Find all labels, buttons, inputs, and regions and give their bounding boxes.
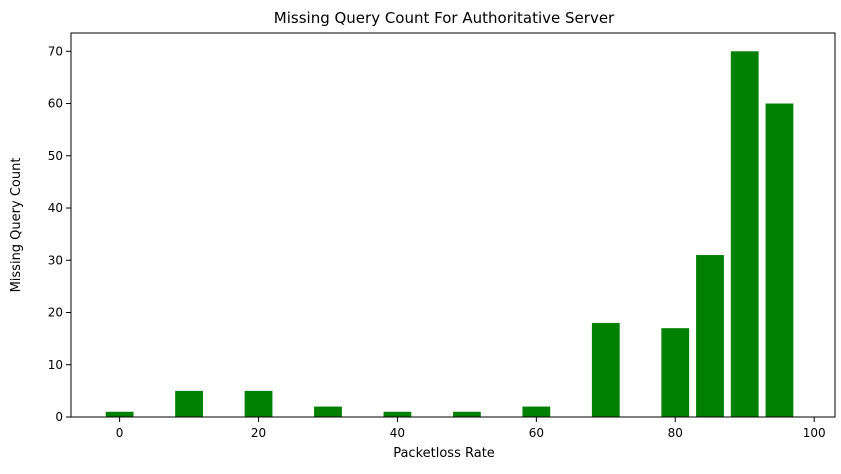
y-tick-label-7: 70	[48, 44, 63, 58]
x-tick-label-3: 60	[529, 426, 544, 440]
y-tick-label-4: 40	[48, 201, 63, 215]
bar-7	[591, 322, 620, 417]
y-tick-label-1: 10	[48, 358, 63, 372]
plot-frame	[70, 32, 836, 418]
x-tick-label-2: 40	[390, 426, 405, 440]
bar-1	[175, 390, 203, 417]
y-tick-label-6: 60	[48, 97, 63, 111]
x-axis-label: Packetloss Rate	[393, 446, 495, 461]
y-axis-ticks: 0 10 20 30 40 50 60 70	[48, 44, 71, 424]
y-tick-label-0: 0	[55, 410, 63, 424]
bar-11	[765, 103, 794, 417]
y-tick-label-5: 50	[48, 149, 63, 163]
bar-2	[244, 390, 273, 417]
x-axis-ticks: 0 20 40 60 80 100	[116, 417, 826, 440]
bar-5	[453, 411, 481, 417]
bar-0	[105, 411, 134, 417]
bar-6	[522, 406, 551, 417]
x-tick-label-5: 100	[803, 426, 826, 440]
bar-4	[383, 411, 412, 417]
bar-10	[730, 51, 759, 417]
bars-group	[105, 51, 794, 417]
x-tick-label-0: 0	[116, 426, 124, 440]
x-tick-label-4: 80	[668, 426, 683, 440]
y-axis-label: Missing Query Count	[9, 158, 24, 293]
x-tick-label-1: 20	[251, 426, 266, 440]
y-tick-label-3: 30	[48, 253, 63, 267]
y-tick-label-2: 20	[48, 306, 63, 320]
bar-3	[314, 406, 342, 417]
bar-9	[696, 255, 724, 417]
chart-title: Missing Query Count For Authoritative Se…	[274, 9, 615, 27]
bar-8	[661, 328, 690, 417]
